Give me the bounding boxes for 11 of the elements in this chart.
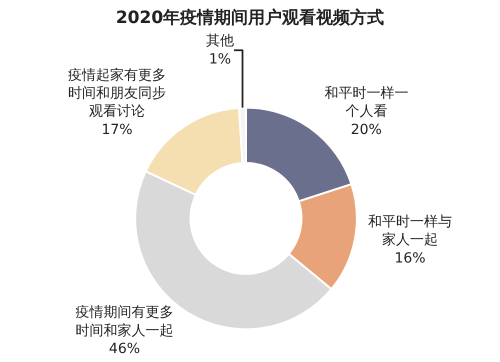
slice-label: 和平时一样与家人一起 bbox=[368, 214, 452, 248]
slice-label: 疫情期间有更多时间和家人一起 bbox=[75, 304, 174, 339]
data-label: 1% bbox=[208, 51, 232, 68]
data-label: 20% bbox=[350, 122, 382, 138]
slice-label: 其他 bbox=[206, 33, 234, 50]
slice-label: 和平时一样一个人看 bbox=[324, 85, 408, 120]
slice-label: 疫情起家有更多时间和朋友同步观看讨论 bbox=[68, 67, 166, 120]
chart-title: 2020年疫情期间用户观看视频方式 bbox=[116, 8, 384, 28]
data-label: 16% bbox=[394, 250, 426, 266]
data-label: 46% bbox=[108, 340, 140, 357]
data-label: 17% bbox=[101, 122, 133, 138]
